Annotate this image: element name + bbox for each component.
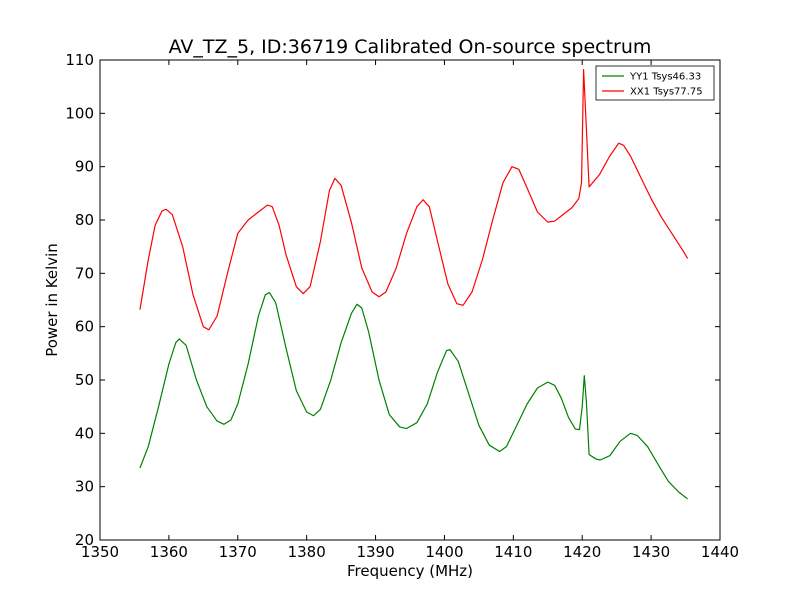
series-layer — [139, 69, 689, 500]
legend: YY1 Tsys46.33 XX1 Tsys77.75 — [595, 65, 715, 101]
y-tick-label: 30 — [75, 478, 94, 496]
y-tick-label: 60 — [75, 318, 94, 336]
x-tick-label: 1350 — [81, 543, 119, 561]
y-tick-label: 70 — [75, 264, 94, 282]
legend-label-1: YY1 Tsys46.33 — [629, 72, 701, 83]
x-tick-label: 1400 — [425, 543, 463, 561]
y-tick-label: 100 — [65, 104, 94, 122]
x-tick-label: 1410 — [494, 543, 532, 561]
series-line-2 — [139, 69, 689, 331]
x-tick-label: 1390 — [356, 543, 394, 561]
x-tick-label: 1440 — [701, 543, 739, 561]
x-tick-label: 1370 — [219, 543, 257, 561]
legend-label-2: XX1 Tsys77.75 — [630, 87, 703, 98]
series-line-1 — [139, 291, 688, 500]
x-tick-label: 1420 — [563, 543, 601, 561]
chart-title: AV_TZ_5, ID:36719 Calibrated On-source s… — [169, 36, 652, 58]
y-tick-label: 50 — [75, 371, 94, 389]
ticks-layer: 1350 1360 1370 1380 1390 1400 1410 1420 1430 1440… — [65, 51, 739, 561]
axes-frame — [99, 59, 721, 541]
x-tick-label: 1380 — [288, 543, 326, 561]
y-axis-label: Power in Kelvin — [43, 243, 61, 357]
y-tick-label: 110 — [65, 51, 94, 69]
y-tick-label: 90 — [75, 158, 94, 176]
legend-box — [595, 65, 715, 101]
y-tick-label: 80 — [75, 211, 94, 229]
x-tick-label: 1430 — [632, 543, 670, 561]
plot-background — [100, 60, 720, 540]
x-tick-label: 1360 — [150, 543, 188, 561]
plot-area — [99, 59, 721, 541]
x-axis-label: Frequency (MHz) — [347, 562, 473, 580]
y-tick-label: 20 — [75, 531, 94, 549]
y-tick-label: 40 — [75, 424, 94, 442]
